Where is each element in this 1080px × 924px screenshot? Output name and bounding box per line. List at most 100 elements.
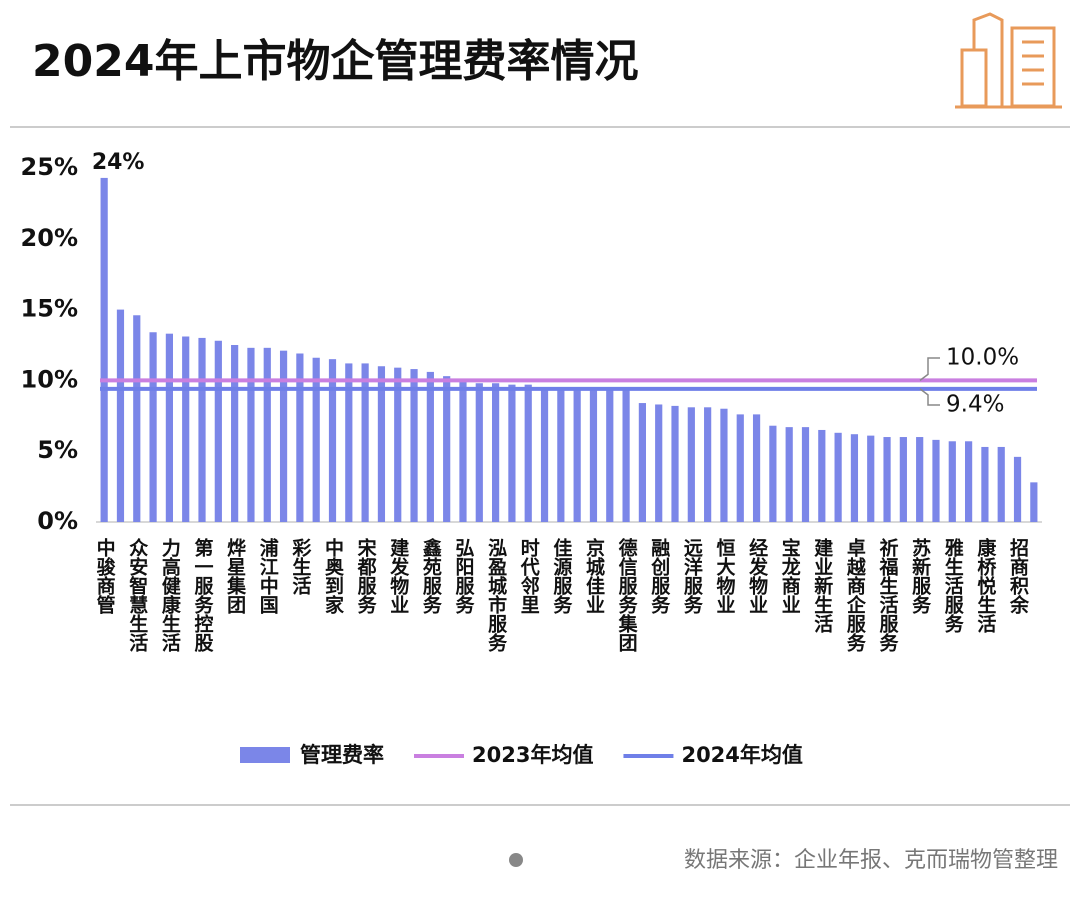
x-tick-label: 融创服务 (648, 538, 671, 614)
bar (524, 384, 532, 522)
x-tick-label: 宝龙商业 (779, 537, 801, 614)
x-tick-label: 恒大物业 (713, 538, 735, 614)
x-tick-label: 鑫苑服务 (420, 537, 443, 614)
x-tick-label: 中奥到家 (322, 537, 344, 614)
bar (883, 437, 891, 522)
bar (622, 390, 630, 522)
bar (736, 414, 744, 522)
bar (850, 434, 859, 522)
bar (540, 387, 549, 522)
bar (704, 407, 712, 522)
bar (100, 177, 108, 523)
bar (965, 441, 973, 522)
legend-label: 管理费率 (300, 743, 384, 767)
x-tick-label: 烨星集团 (224, 537, 247, 615)
x-tick-label: 雅生活服务 (942, 538, 964, 633)
bar (394, 367, 402, 522)
x-tick-label: 浦江中国 (257, 537, 279, 614)
bar (573, 390, 581, 522)
bar (198, 337, 206, 522)
legend-label: 2024年均值 (681, 743, 802, 767)
bar (785, 427, 793, 522)
bar (133, 315, 141, 522)
legend-swatch (240, 747, 290, 763)
bar (149, 332, 157, 522)
bar (997, 446, 1005, 522)
x-tick-label: 康桥悦生活 (974, 537, 996, 634)
bar (459, 380, 467, 522)
reference-label: 9.4% (946, 392, 1004, 418)
bar (508, 384, 516, 522)
bar (492, 383, 500, 522)
bar (231, 345, 239, 522)
bar (410, 369, 418, 522)
bar (312, 357, 320, 522)
bar (671, 405, 679, 522)
bar (1030, 482, 1038, 522)
reference-label: 10.0% (946, 345, 1019, 371)
bar (279, 350, 288, 522)
x-tick-label: 时代邻里 (518, 538, 541, 614)
chart-title: 2024年上市物企管理费率情况 (32, 36, 638, 87)
bar (801, 427, 810, 522)
bar (948, 441, 956, 522)
bar (769, 425, 777, 522)
y-tick-label: 10% (21, 365, 78, 393)
x-tick-label: 远洋服务 (681, 538, 703, 614)
x-tick-label: 中骏商管 (94, 537, 116, 615)
bar (818, 429, 826, 522)
bar (475, 383, 483, 522)
x-tick-label: 建发物业 (387, 537, 410, 614)
bar (655, 404, 663, 522)
y-tick-label: 20% (21, 224, 78, 252)
bar (1013, 456, 1022, 522)
building-icon (955, 12, 1062, 109)
x-tick-label: 苏新服务 (909, 537, 931, 614)
bar (182, 336, 190, 522)
x-tick-label: 弘阳服务 (452, 538, 474, 614)
label-connector (919, 388, 940, 406)
legend-label: 2023年均值 (472, 743, 593, 767)
x-tick-label: 招商积余 (1007, 537, 1029, 614)
bar (165, 333, 173, 522)
bar (752, 414, 761, 522)
data-label: 24% (92, 150, 145, 175)
bar (345, 363, 353, 522)
bar (247, 347, 255, 522)
bar (834, 432, 842, 522)
y-tick-label: 0% (37, 507, 78, 535)
x-tick-label: 祈福生活服务 (877, 537, 900, 652)
x-tick-label: 京城佳业 (583, 537, 605, 614)
bar (638, 403, 646, 522)
y-tick-label: 15% (21, 295, 78, 323)
bar (899, 437, 907, 522)
x-tick-label: 第一服务控股 (192, 537, 214, 653)
x-tick-label: 众安智慧生活 (126, 537, 148, 653)
label-connector (919, 357, 940, 381)
y-tick-label: 5% (37, 436, 78, 464)
x-tick-label: 卓越商企服务 (844, 537, 867, 652)
bar (932, 439, 940, 522)
bar (589, 390, 598, 522)
source: 数据来源：企业年报、克而瑞物管整理 (684, 848, 1058, 873)
bar (214, 340, 222, 522)
bar (296, 353, 304, 522)
x-tick-label: 彩生活 (289, 538, 312, 596)
x-tick-label: 力高健康生活 (159, 537, 181, 653)
bar (916, 437, 924, 522)
bar (720, 408, 728, 522)
x-tick-label: 宋都服务 (355, 537, 378, 614)
bar (606, 390, 614, 522)
bar (443, 376, 451, 522)
bar (361, 363, 369, 522)
bar (426, 371, 434, 522)
x-tick-label: 建业新生活 (811, 537, 833, 634)
bar (116, 309, 125, 522)
x-tick-label: 经发物业 (746, 537, 769, 614)
bar (328, 359, 337, 522)
bar (867, 435, 875, 522)
bar (263, 347, 271, 522)
bar (687, 407, 695, 522)
bar (981, 446, 989, 522)
